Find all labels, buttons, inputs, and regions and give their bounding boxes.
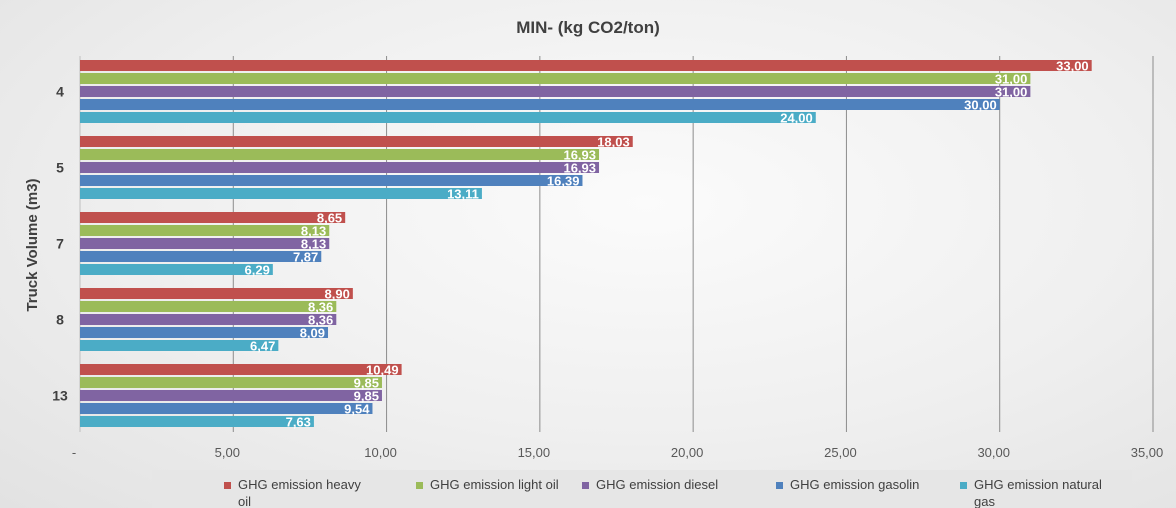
plot-area: - 5,00 10,00 15,00 20,00 25,00 30,00 35,00 4 33,0… — [52, 56, 1164, 460]
bar — [80, 364, 402, 375]
data-label: 31,00 — [995, 72, 1028, 87]
category-label: 4 — [56, 84, 64, 100]
bar — [80, 86, 1031, 97]
data-label: 7,87 — [293, 250, 318, 265]
x-tick-label: 10,00 — [364, 445, 397, 460]
x-tick-label: 35,00 — [1131, 445, 1164, 460]
data-label: 8,09 — [300, 326, 325, 341]
bar — [80, 60, 1092, 71]
bar — [80, 188, 482, 199]
category-label: 7 — [56, 236, 64, 252]
data-label: 16,93 — [563, 148, 596, 163]
legend-swatch — [224, 482, 231, 489]
x-tick-label: - — [72, 445, 76, 460]
bar — [80, 112, 816, 123]
bar — [80, 301, 337, 312]
data-label: 8,36 — [308, 313, 333, 328]
data-label: 6,47 — [250, 339, 275, 354]
bar — [80, 264, 273, 275]
bar — [80, 251, 322, 262]
bar — [80, 377, 382, 388]
data-label: 8,13 — [301, 237, 326, 252]
chart-title: MIN- (kg CO2/ton) — [516, 18, 660, 37]
data-label: 33,00 — [1056, 59, 1089, 74]
bar — [80, 390, 382, 401]
bar — [80, 225, 330, 236]
legend-label: GHG emission light oil — [430, 477, 559, 492]
category-label: 13 — [52, 388, 68, 404]
bar — [80, 238, 330, 249]
data-label: 7,63 — [286, 415, 311, 430]
x-tick-label: 15,00 — [518, 445, 551, 460]
legend: GHG emission heavy oil GHG emission light… — [152, 470, 1132, 508]
x-tick-label: 30,00 — [977, 445, 1010, 460]
data-label: 8,13 — [301, 224, 326, 239]
data-label: 8,36 — [308, 300, 333, 315]
data-label: 9,85 — [354, 389, 379, 404]
bar — [80, 175, 583, 186]
x-tick-label: 5,00 — [215, 445, 240, 460]
legend-label: GHG emission heavy oil — [238, 477, 361, 508]
bar — [80, 212, 346, 223]
bar — [80, 403, 373, 414]
bar — [80, 340, 279, 351]
data-label: 8,65 — [317, 211, 342, 226]
bar — [80, 288, 353, 299]
data-label: 9,85 — [354, 376, 379, 391]
bar — [80, 162, 600, 173]
bar — [80, 149, 600, 160]
data-label: 16,39 — [547, 174, 580, 189]
bar — [80, 314, 337, 325]
legend-label: GHG emission diesel — [596, 477, 719, 492]
data-label: 30,00 — [964, 98, 997, 113]
x-tick-label: 20,00 — [671, 445, 704, 460]
x-tick-label: 25,00 — [824, 445, 857, 460]
category-label: 5 — [56, 160, 64, 176]
data-label: 10,49 — [366, 363, 399, 378]
legend-label: GHG emission natural gas — [974, 477, 1102, 508]
bar — [80, 73, 1031, 84]
category-label: 8 — [56, 312, 64, 328]
data-label: 9,54 — [344, 402, 370, 417]
legend-swatch — [416, 482, 423, 489]
legend-swatch — [582, 482, 589, 489]
bar — [80, 327, 329, 338]
bar — [80, 99, 1000, 110]
data-label: 16,93 — [563, 161, 596, 176]
data-label: 24,00 — [780, 111, 813, 126]
bar — [80, 416, 314, 427]
legend-label: GHG emission gasolin — [790, 477, 920, 492]
data-label: 13,11 — [447, 187, 479, 202]
data-label: 31,00 — [995, 85, 1028, 100]
data-label: 8,90 — [325, 287, 350, 302]
data-label: 18,03 — [597, 135, 630, 150]
legend-swatch — [776, 482, 783, 489]
legend-swatch — [960, 482, 967, 489]
bar — [80, 136, 633, 147]
data-label: 6,29 — [245, 263, 270, 278]
